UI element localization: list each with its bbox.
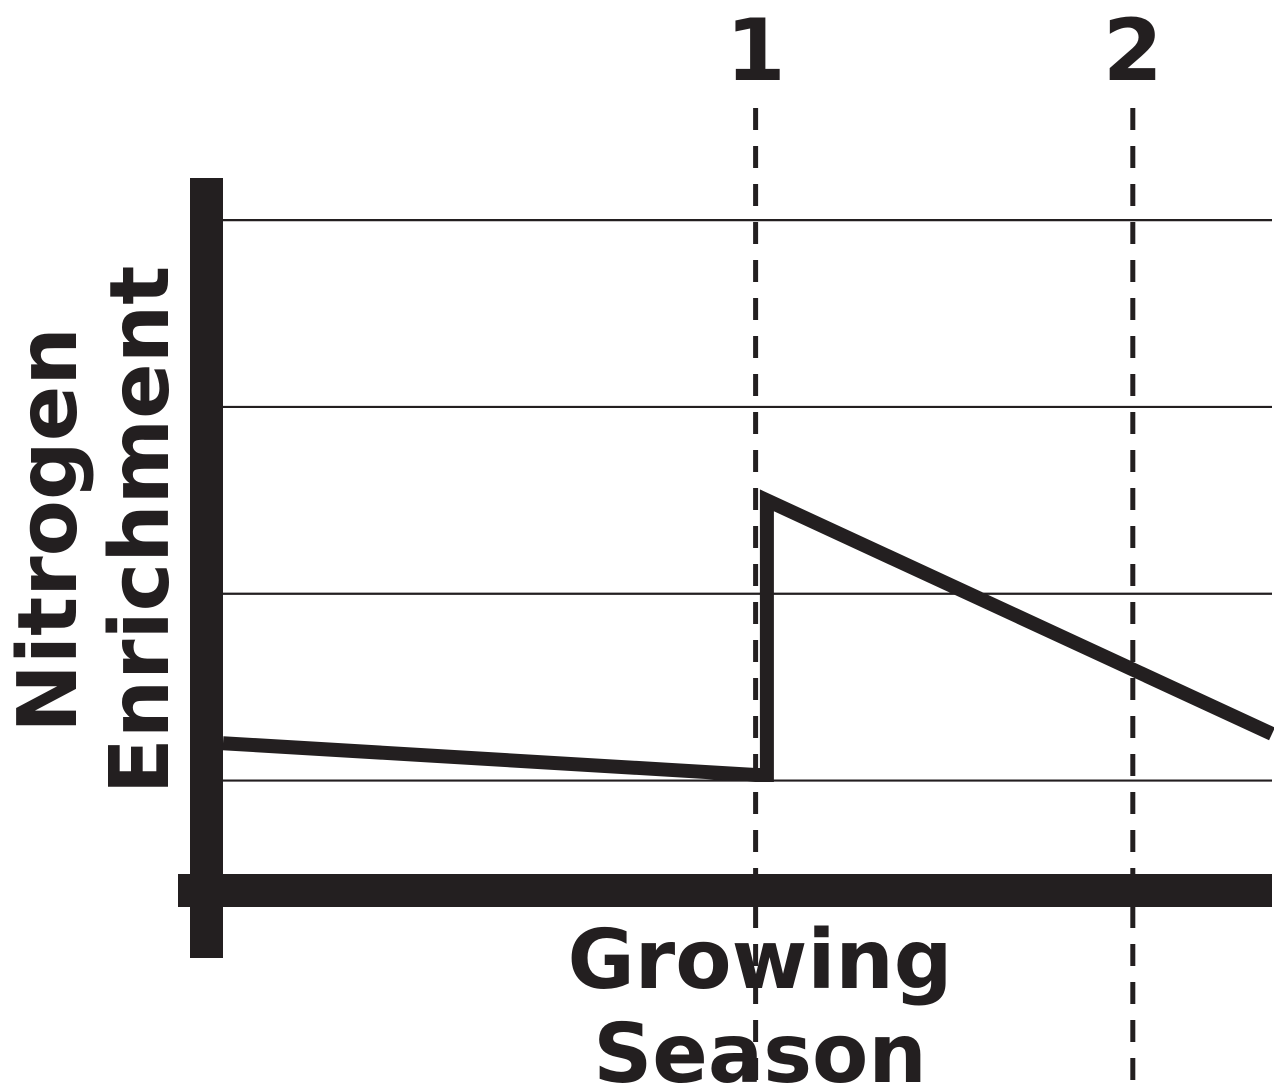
y-axis: [190, 178, 223, 958]
gridlines: [223, 218, 1272, 782]
x-axis: [178, 874, 1272, 907]
season-marker-label-1: 1: [726, 1, 786, 101]
x-axis-title-line-2: Season: [593, 1007, 927, 1088]
y-axis-title-line-1: Nitrogen: [1, 327, 96, 732]
axes: [178, 178, 1272, 958]
x-axis-title-line-1: Growing: [567, 913, 952, 1008]
series: [222, 489, 1274, 782]
season-marker-label-2: 2: [1103, 1, 1163, 101]
y-axis-title-line-2: Enrichment: [93, 266, 188, 795]
series-line-0: [222, 489, 1274, 782]
axis-titles: Growing Season Nitrogen Enrichment: [1, 266, 953, 1088]
